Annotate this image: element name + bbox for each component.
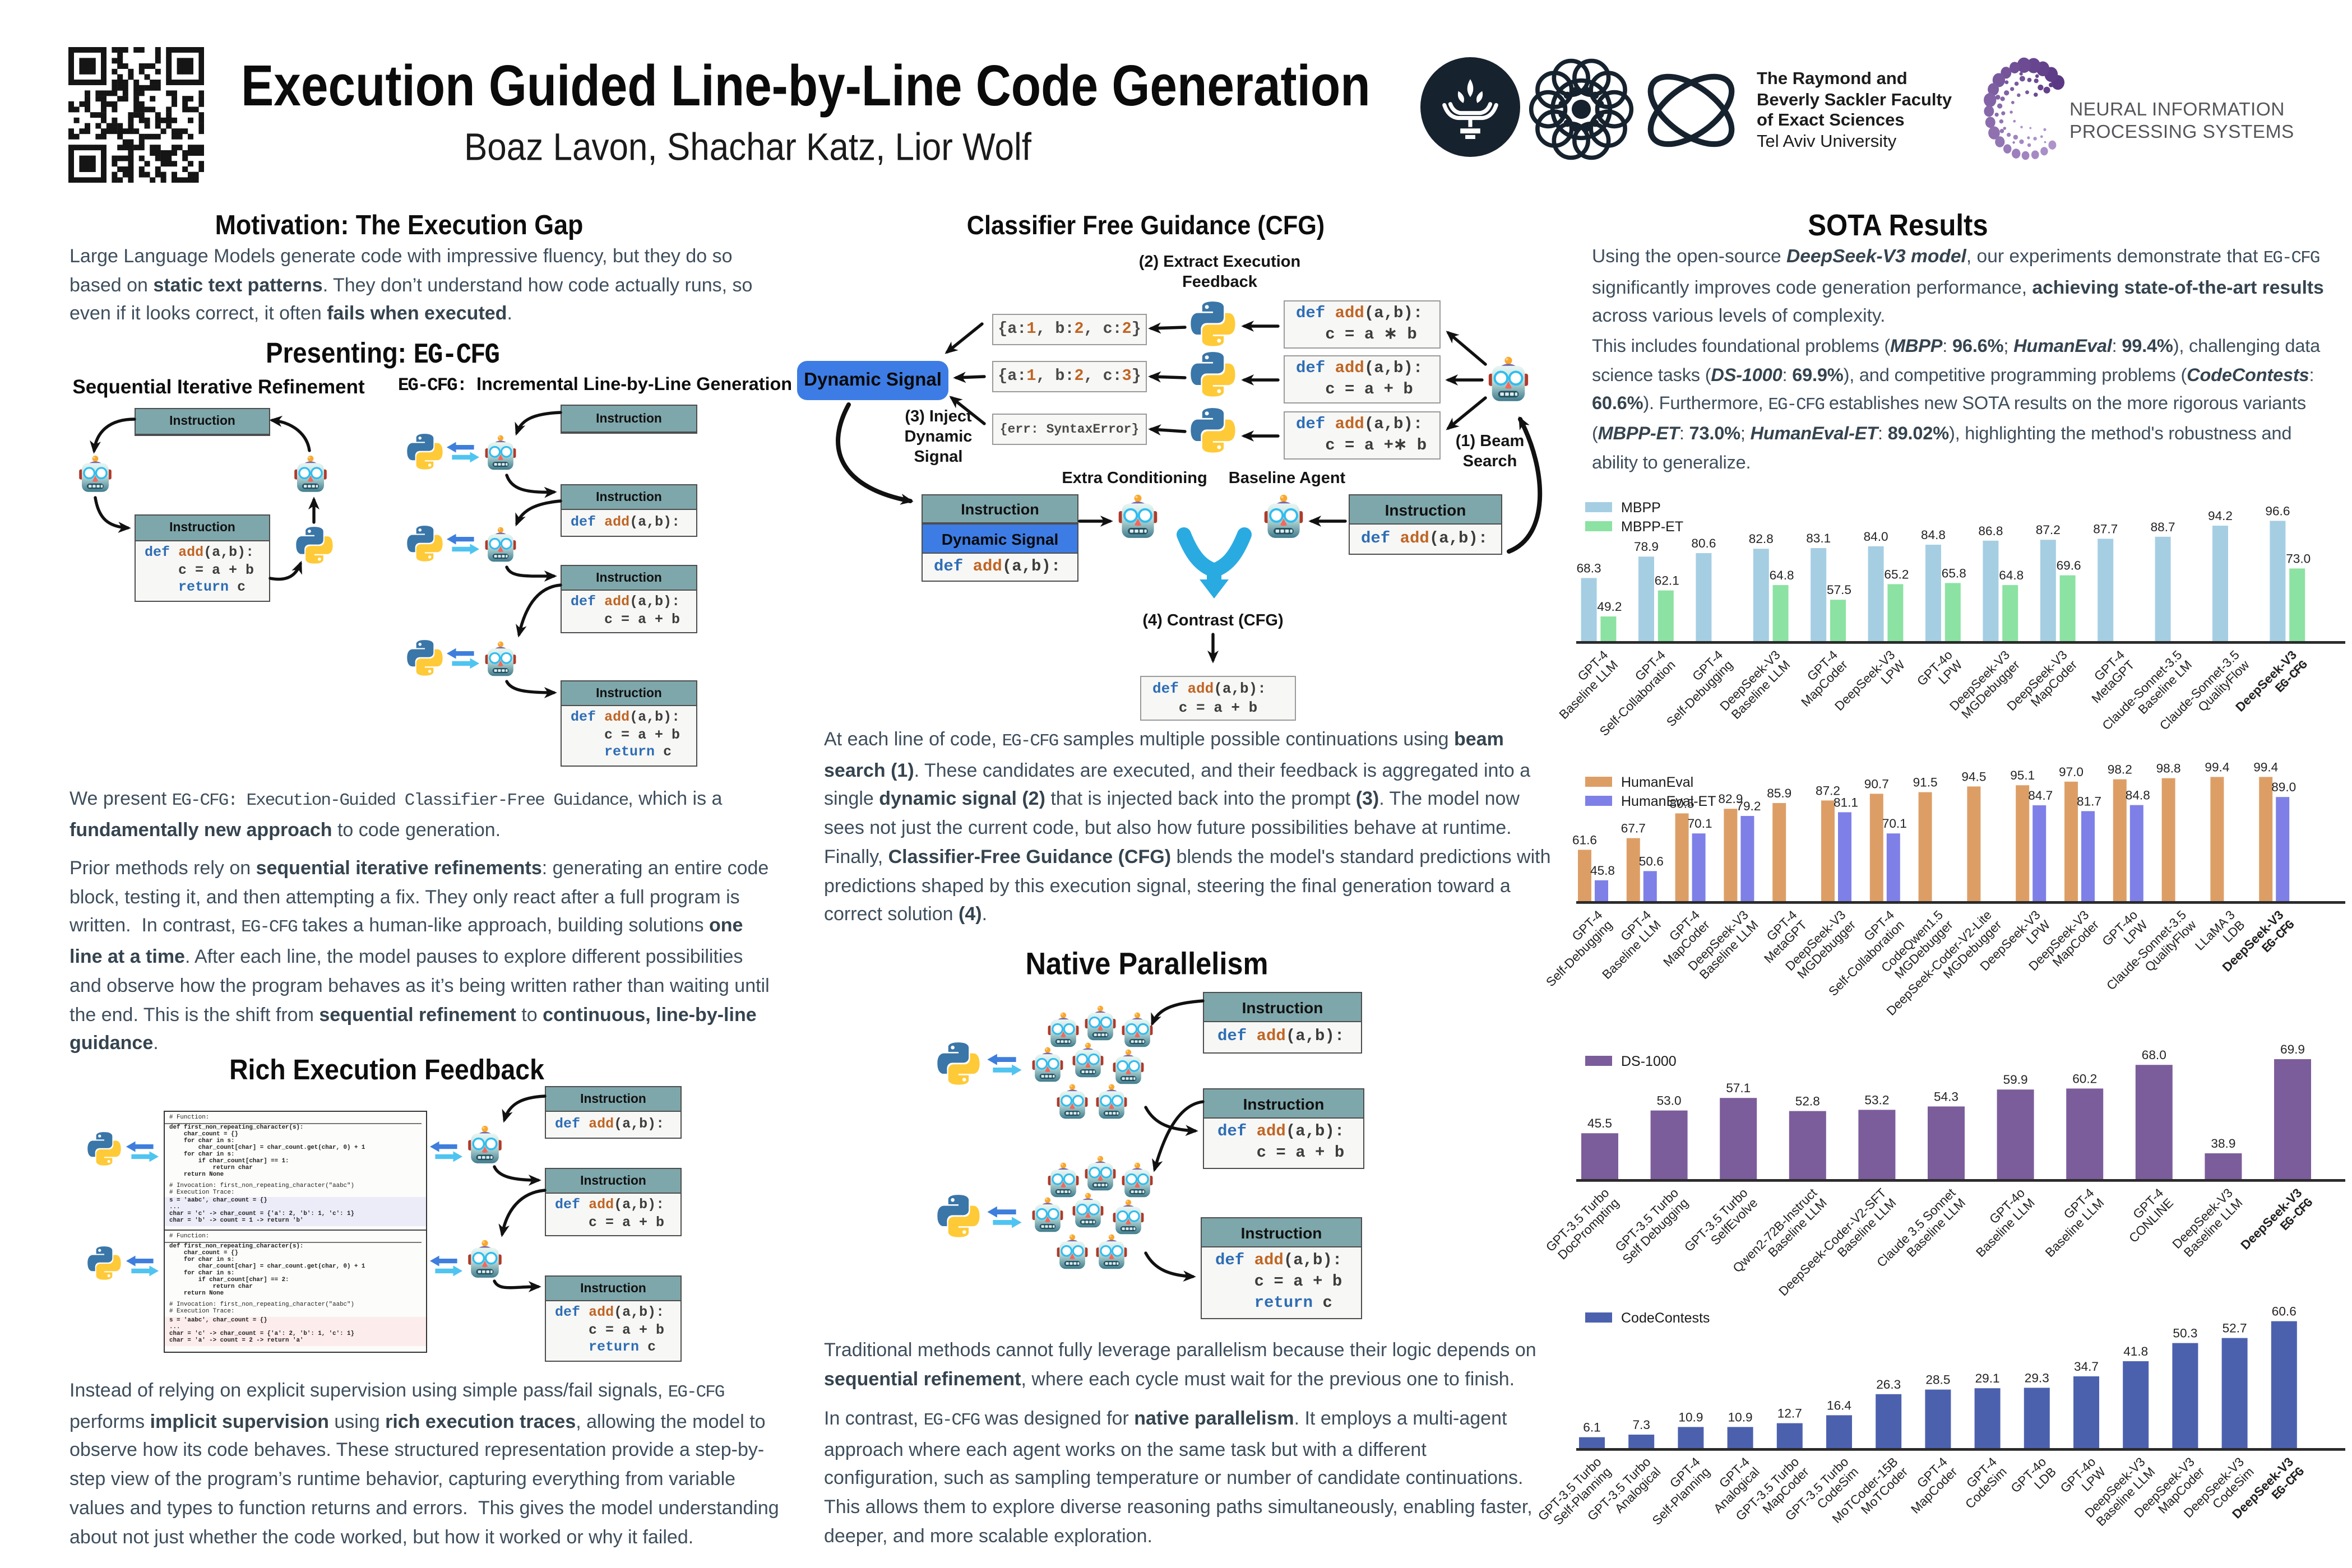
svg-text:60.2: 60.2 [2072, 1071, 2097, 1085]
svg-text:82.9: 82.9 [1718, 792, 1743, 806]
svg-text:DeepSeek-V3EG-CFG: DeepSeek-V3EG-CFG [2238, 1185, 2316, 1263]
svg-text:7.3: 7.3 [1632, 1418, 1650, 1432]
svg-text:MBPP-ET: MBPP-ET [1621, 519, 1683, 535]
svg-text:6.1: 6.1 [1583, 1421, 1600, 1435]
svg-text:34.7: 34.7 [2074, 1360, 2099, 1374]
svg-text:26.3: 26.3 [1876, 1377, 1901, 1391]
svg-text:89.0: 89.0 [2271, 780, 2296, 794]
svg-text:87.2: 87.2 [2036, 523, 2061, 537]
svg-text:81.1: 81.1 [1834, 795, 1858, 809]
svg-text:50.6: 50.6 [1639, 854, 1664, 868]
svg-text:DS-1000: DS-1000 [1621, 1054, 1677, 1069]
svg-text:DeepSeek-V3MapCoder: DeepSeek-V3MapCoder [2004, 648, 2080, 723]
svg-text:HumanEval-ET: HumanEval-ET [1621, 794, 1716, 809]
svg-text:67.7: 67.7 [1621, 822, 1646, 836]
svg-text:70.1: 70.1 [1882, 817, 1907, 831]
svg-text:GPT-4Baseline LLM: GPT-4Baseline LLM [1547, 648, 1621, 722]
svg-text:69.9: 69.9 [2280, 1042, 2305, 1056]
svg-text:GPT-3.5 TurboDocPrompting: GPT-3.5 TurboDocPrompting [1543, 1186, 1622, 1264]
svg-text:10.9: 10.9 [1678, 1410, 1703, 1424]
svg-text:DeepSeek-V3Baseline LLM: DeepSeek-V3Baseline LLM [1717, 648, 1793, 723]
svg-text:GPT-4oBaseline LLM: GPT-4oBaseline LLM [1964, 1186, 2038, 1260]
svg-text:81.7: 81.7 [2077, 794, 2101, 808]
svg-text:HumanEval: HumanEval [1621, 774, 1693, 790]
svg-text:84.8: 84.8 [2126, 788, 2150, 802]
svg-text:86.8: 86.8 [1978, 524, 2003, 538]
svg-text:GPT-4Baseline LLM: GPT-4Baseline LLM [2032, 1186, 2106, 1260]
svg-text:50.3: 50.3 [2173, 1326, 2197, 1340]
svg-text:60.6: 60.6 [2272, 1305, 2297, 1319]
svg-text:CodeContests: CodeContests [1621, 1310, 1710, 1326]
svg-text:78.9: 78.9 [1634, 540, 1659, 554]
svg-text:80.5: 80.5 [1670, 796, 1694, 810]
svg-text:94.5: 94.5 [1961, 769, 1986, 783]
svg-text:87.7: 87.7 [2093, 522, 2118, 536]
svg-text:12.7: 12.7 [1777, 1407, 1802, 1421]
svg-text:52.8: 52.8 [1795, 1094, 1820, 1108]
svg-text:GPT-4MapCoder: GPT-4MapCoder [1899, 1455, 1960, 1516]
svg-text:38.9: 38.9 [2211, 1136, 2235, 1151]
svg-text:84.8: 84.8 [1921, 528, 1946, 542]
svg-text:49.2: 49.2 [1597, 600, 1622, 614]
svg-text:29.1: 29.1 [1975, 1371, 2000, 1385]
svg-text:98.8: 98.8 [2156, 762, 2181, 776]
svg-text:83.1: 83.1 [1806, 531, 1831, 545]
svg-text:88.7: 88.7 [2151, 520, 2175, 534]
svg-text:53.0: 53.0 [1657, 1094, 1682, 1108]
svg-text:45.8: 45.8 [1590, 864, 1615, 878]
svg-text:59.9: 59.9 [2003, 1073, 2028, 1087]
svg-text:GPT-4CONLINE: GPT-4CONLINE [2117, 1186, 2176, 1245]
svg-text:96.6: 96.6 [2265, 504, 2290, 518]
svg-text:16.4: 16.4 [1827, 1398, 1851, 1412]
svg-text:GPT-4oLPW: GPT-4oLPW [1914, 647, 1965, 698]
svg-text:85.9: 85.9 [1767, 786, 1791, 800]
svg-text:DeepSeek-V3Baseline LLM: DeepSeek-V3Baseline LLM [2170, 1186, 2245, 1261]
svg-text:91.5: 91.5 [1913, 776, 1938, 790]
svg-text:82.8: 82.8 [1749, 532, 1774, 546]
svg-text:GPT-4oLDB: GPT-4oLDB [2008, 1455, 2059, 1505]
svg-text:GPT-3.5 TurboSelf Debugging: GPT-3.5 TurboSelf Debugging [1610, 1186, 1691, 1267]
svg-text:84.0: 84.0 [1864, 530, 1888, 544]
svg-text:97.0: 97.0 [2059, 765, 2084, 779]
svg-text:41.8: 41.8 [2123, 1344, 2148, 1358]
svg-text:87.2: 87.2 [1816, 783, 1840, 797]
svg-text:79.2: 79.2 [1736, 799, 1761, 813]
svg-text:99.4: 99.4 [2205, 760, 2229, 774]
svg-text:80.6: 80.6 [1691, 536, 1716, 550]
svg-text:DeepSeek-V3LPW: DeepSeek-V3LPW [1832, 647, 1907, 723]
svg-text:45.5: 45.5 [1587, 1116, 1612, 1130]
svg-text:84.7: 84.7 [2028, 788, 2053, 802]
svg-text:98.2: 98.2 [2108, 763, 2132, 777]
svg-text:70.1: 70.1 [1688, 817, 1712, 831]
svg-text:GPT-4CodeSim: GPT-4CodeSim [1953, 1455, 2010, 1511]
svg-text:69.6: 69.6 [2057, 559, 2081, 573]
svg-text:DeepSeek-V3MGDebugger: DeepSeek-V3MGDebugger [1947, 648, 2022, 723]
svg-text:54.3: 54.3 [1934, 1089, 1959, 1103]
svg-text:99.4: 99.4 [2253, 760, 2278, 774]
svg-text:95.1: 95.1 [2010, 768, 2035, 782]
svg-text:61.6: 61.6 [1572, 833, 1597, 847]
svg-text:29.3: 29.3 [2025, 1371, 2049, 1385]
svg-text:DeepSeek-V3EG-CFG: DeepSeek-V3EG-CFG [2233, 647, 2311, 725]
svg-text:94.2: 94.2 [2208, 509, 2233, 523]
svg-text:73.0: 73.0 [2286, 551, 2311, 565]
svg-text:68.0: 68.0 [2142, 1048, 2166, 1062]
svg-text:52.7: 52.7 [2223, 1321, 2247, 1335]
svg-text:53.2: 53.2 [1864, 1093, 1889, 1107]
svg-text:68.3: 68.3 [1577, 561, 1601, 575]
svg-text:MBPP: MBPP [1621, 500, 1661, 516]
svg-text:57.5: 57.5 [1827, 583, 1851, 597]
svg-text:64.8: 64.8 [1770, 568, 1794, 582]
svg-text:64.8: 64.8 [1999, 568, 2024, 582]
svg-text:10.9: 10.9 [1728, 1410, 1753, 1424]
svg-text:90.7: 90.7 [1864, 777, 1889, 791]
svg-text:62.1: 62.1 [1655, 574, 1679, 588]
svg-text:65.8: 65.8 [1942, 566, 1966, 580]
svg-text:28.5: 28.5 [1925, 1373, 1950, 1387]
svg-text:65.2: 65.2 [1884, 567, 1909, 581]
svg-text:57.1: 57.1 [1726, 1081, 1751, 1095]
